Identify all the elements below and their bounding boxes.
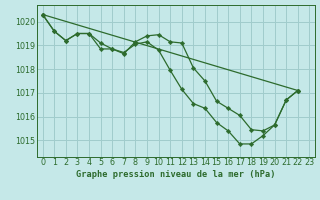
X-axis label: Graphe pression niveau de la mer (hPa): Graphe pression niveau de la mer (hPa) bbox=[76, 170, 276, 179]
